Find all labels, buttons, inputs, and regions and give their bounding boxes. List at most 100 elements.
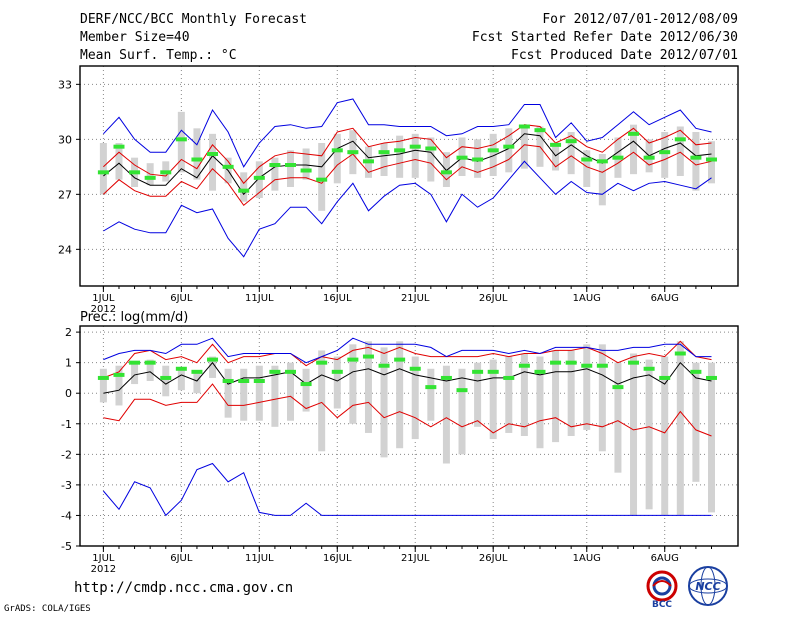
x-tick-label: 16JUL [323, 553, 352, 564]
x-tick-label: 11JUL [245, 293, 274, 304]
median-mark [690, 369, 702, 374]
median-mark [643, 155, 655, 160]
median-mark [316, 177, 328, 182]
member-range-bar [364, 341, 372, 433]
grads-credit: GrADS: COLA/IGES [4, 604, 91, 614]
median-mark [238, 379, 250, 383]
member-range-bar [333, 133, 341, 184]
median-mark [534, 369, 546, 374]
median-mark [347, 150, 359, 155]
y-tick-label: 27 [58, 188, 72, 201]
median-mark [129, 170, 141, 175]
median-mark [596, 159, 608, 164]
member-range-bar [302, 148, 310, 180]
median-mark [612, 385, 624, 390]
panel-title: Prec.: log(mm/d) [80, 310, 188, 325]
median-mark [409, 144, 421, 149]
member-range-bar [396, 135, 404, 178]
member-range-bar [661, 356, 669, 516]
minimum-line [103, 462, 712, 517]
ensemble-mean-line [103, 361, 712, 394]
forecast-period: For 2012/07/01-2012/08/09 [542, 12, 738, 27]
median-mark [207, 152, 219, 156]
member-range-bar [536, 356, 544, 449]
member-range-bar [661, 132, 669, 178]
median-mark [300, 382, 312, 387]
member-range-bar [99, 143, 107, 195]
member-range-bar [630, 124, 638, 175]
member-range-bar [380, 347, 388, 458]
median-mark [269, 369, 281, 374]
median-mark [362, 354, 374, 359]
member-range-bar [567, 132, 575, 175]
member-range-bar [474, 362, 482, 427]
x-tick-label: 21JUL [401, 553, 430, 564]
member-range-bar [115, 143, 123, 180]
member-range-bar [255, 365, 263, 421]
source-url: http://cmdp.ncc.cma.gov.cn [74, 580, 294, 596]
member-range-bar [411, 356, 419, 440]
median-mark [705, 375, 717, 380]
minimum-line [103, 160, 712, 258]
x-tick-label: 1JUL [92, 293, 115, 304]
y-tick-label: 1 [65, 357, 72, 370]
x-tick-label: 6AUG [651, 553, 679, 564]
median-mark [97, 170, 109, 175]
chart-title: DERF/NCC/BCC Monthly Forecast [80, 12, 307, 27]
member-range-bar [271, 365, 279, 427]
member-range-bar [99, 368, 107, 403]
member-range-bar [442, 365, 450, 464]
member-range-bar [458, 368, 466, 455]
member-range-bar [177, 368, 185, 391]
median-mark [705, 157, 717, 162]
y-tick-label: -3 [61, 479, 72, 492]
plot-frame [79, 65, 739, 287]
median-mark [628, 360, 640, 365]
median-mark [565, 360, 577, 365]
member-range-bar [131, 362, 139, 385]
produced-date: Fcst Produced Date 2012/07/01 [511, 48, 738, 63]
median-mark [191, 369, 203, 374]
median-mark [487, 369, 499, 374]
member-range-bar [676, 126, 684, 176]
median-mark [456, 388, 468, 393]
median-mark [674, 351, 686, 356]
median-mark [503, 375, 515, 380]
median-mark [160, 375, 172, 380]
member-range-bar [224, 368, 232, 418]
logos: BCC NCC [646, 566, 728, 610]
lower-spread-line [103, 144, 712, 207]
median-mark [503, 144, 515, 149]
member-range-bar [598, 344, 606, 452]
y-tick-label: 0 [65, 387, 72, 400]
ncc-logo-text: NCC [695, 580, 720, 593]
x-tick-label: 1JUL [92, 553, 115, 564]
median-mark [674, 137, 686, 142]
member-range-bar [630, 353, 638, 516]
member-range-bar [193, 128, 201, 180]
median-mark [378, 150, 390, 155]
member-range-bar [146, 359, 154, 381]
x-tick-label: 6JUL [170, 553, 193, 564]
median-mark [222, 379, 234, 383]
median-mark [440, 170, 452, 175]
member-range-bar [271, 157, 279, 191]
median-mark [628, 131, 640, 136]
member-range-bar [489, 133, 497, 176]
x-tick-label: 21JUL [401, 293, 430, 304]
median-mark [425, 385, 437, 390]
median-mark [596, 363, 608, 368]
median-mark [191, 157, 203, 162]
median-mark [456, 155, 468, 160]
member-range-bar [318, 143, 326, 211]
member-range-bar [333, 356, 341, 409]
member-range-bar [209, 133, 217, 191]
member-range-bar [567, 350, 575, 436]
member-range-bar [162, 365, 170, 397]
median-mark [97, 375, 109, 380]
median-mark [175, 366, 187, 371]
member-range-bar [520, 124, 528, 169]
median-mark [394, 357, 406, 362]
member-range-bar [552, 143, 560, 171]
